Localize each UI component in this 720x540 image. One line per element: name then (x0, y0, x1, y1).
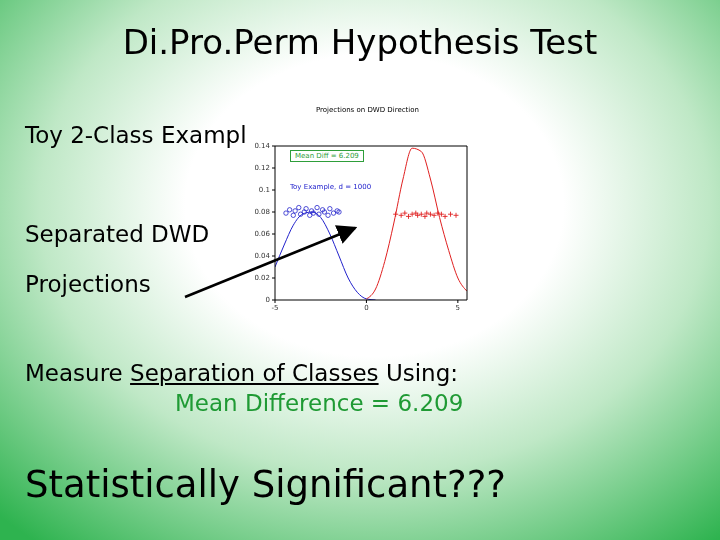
svg-text:0.02: 0.02 (254, 274, 270, 282)
svg-text:-5: -5 (272, 304, 279, 312)
svg-text:0.1: 0.1 (259, 186, 270, 194)
svg-text:0: 0 (364, 304, 368, 312)
svg-text:5: 5 (456, 304, 460, 312)
svg-text:0.06: 0.06 (254, 230, 270, 238)
svg-text:0.08: 0.08 (254, 208, 270, 216)
svg-text:0: 0 (266, 296, 270, 304)
svg-text:0.14: 0.14 (254, 142, 270, 150)
svg-text:0.04: 0.04 (254, 252, 270, 260)
svg-text:0.12: 0.12 (254, 164, 270, 172)
